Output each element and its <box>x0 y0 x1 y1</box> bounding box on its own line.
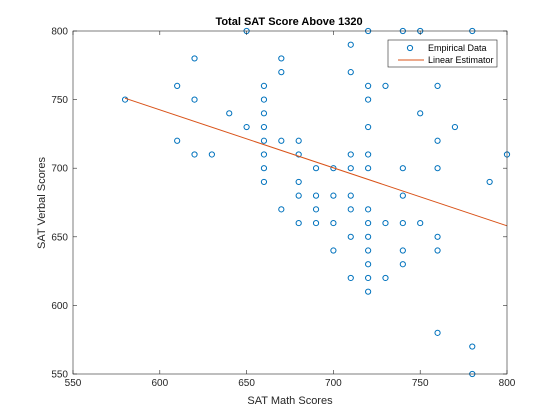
scatter-point-49 <box>365 206 372 213</box>
scatter-point-45 <box>365 96 372 103</box>
scatter-point-64 <box>399 261 406 268</box>
scatter-point-28 <box>312 192 320 199</box>
y-tick-label-700: 700 <box>51 164 68 175</box>
x-axis-label: SAT Math Scores <box>247 395 333 407</box>
scatter-point-69 <box>434 137 441 144</box>
scatter-point-16 <box>260 165 268 172</box>
scatter-point-47 <box>365 151 372 158</box>
x-tick-label-800: 800 <box>499 378 516 389</box>
chart-title: Total SAT Score Above 1320 <box>215 16 362 28</box>
scatter-point-50 <box>365 219 372 227</box>
legend-marker-empirical <box>406 44 414 52</box>
scatter-point-15 <box>260 151 268 158</box>
scatter-point-52 <box>365 247 372 254</box>
linear-estimator-line <box>124 97 508 227</box>
scatter-point-41 <box>347 233 354 240</box>
scatter-point-1 <box>174 82 181 89</box>
y-tick-label-600: 600 <box>51 301 68 312</box>
scatter-point-23 <box>295 151 302 158</box>
x-tick-label-750: 750 <box>412 378 429 389</box>
scatter-point-13 <box>260 123 268 131</box>
y-tick-label-550: 550 <box>51 370 68 381</box>
scatter-point-74 <box>451 123 459 131</box>
scatter-point-9 <box>243 123 250 131</box>
scatter-point-36 <box>347 69 354 76</box>
scatter-point-17 <box>260 178 268 186</box>
scatter-point-42 <box>347 274 354 282</box>
scatter-point-32 <box>330 192 337 199</box>
scatter-point-25 <box>295 192 302 199</box>
scatter-point-30 <box>312 219 320 227</box>
scatter-point-76 <box>469 343 476 350</box>
scatter-point-20 <box>278 137 285 144</box>
scatter-point-38 <box>347 165 354 172</box>
scatter-point-14 <box>260 137 268 144</box>
scatter-point-78 <box>486 178 493 186</box>
axes-layer: 550 600 650 700 750 800 550 600 650 700 750 800 <box>51 27 515 390</box>
scatter-point-29 <box>312 206 320 213</box>
scatter-point-37 <box>347 151 354 158</box>
scatter-point-18 <box>278 55 285 62</box>
scatter-point-3 <box>191 55 198 62</box>
scatter-point-58 <box>382 274 389 282</box>
scatter-point-10 <box>260 82 268 89</box>
scatter-point-51 <box>365 233 372 240</box>
y-tick-label-650: 650 <box>51 232 68 243</box>
plot-area <box>73 31 507 374</box>
scatter-point-22 <box>295 137 302 144</box>
scatter-point-26 <box>295 219 302 227</box>
y-tick-label-750: 750 <box>51 95 68 106</box>
scatter-point-33 <box>330 219 337 227</box>
scatter-point-66 <box>417 110 424 117</box>
y-axis-label: SAT Verbal Scores <box>36 157 48 249</box>
scatter-point-63 <box>399 247 406 254</box>
scatter-point-40 <box>347 206 354 213</box>
scatter-point-6 <box>208 151 215 158</box>
x-tick-label-650: 650 <box>238 378 255 389</box>
legend: Empirical Data Linear Estimator <box>387 39 498 68</box>
scatter-point-62 <box>399 219 406 227</box>
scatter-point-7 <box>226 110 233 117</box>
scatter-point-56 <box>382 82 389 89</box>
scatter-point-34 <box>330 247 337 254</box>
scatter-point-67 <box>417 219 424 227</box>
scatter-point-48 <box>365 165 372 172</box>
scatter-point-39 <box>347 192 354 199</box>
scatter-point-61 <box>399 192 406 199</box>
scatter-point-53 <box>365 261 372 268</box>
scatter-point-5 <box>191 151 198 158</box>
x-tick-label-700: 700 <box>325 378 342 389</box>
scatter-point-24 <box>295 178 302 186</box>
scatter-point-44 <box>365 82 372 89</box>
legend-label-empirical: Empirical Data <box>428 43 487 53</box>
scatter-point-72 <box>434 247 441 254</box>
scatter-point-46 <box>365 123 372 131</box>
x-tick-label-550: 550 <box>65 378 82 389</box>
scatter-point-71 <box>434 233 441 240</box>
x-tick-label-600: 600 <box>151 378 168 389</box>
scatter-point-73 <box>434 329 441 336</box>
legend-box <box>387 39 498 68</box>
scatter-point-54 <box>365 274 372 282</box>
scatter-point-35 <box>347 41 354 48</box>
scatter-point-60 <box>399 165 406 172</box>
y-tick-label-800: 800 <box>51 27 68 38</box>
scatter-point-2 <box>174 137 181 144</box>
scatter-point-57 <box>382 219 389 227</box>
scatter-point-19 <box>278 69 285 76</box>
scatter-point-11 <box>260 96 268 103</box>
scatter-point-68 <box>434 82 441 89</box>
axes-box <box>72 30 508 375</box>
scatter-point-12 <box>260 110 268 117</box>
scatter-point-55 <box>365 288 372 295</box>
scatter-point-70 <box>434 165 441 172</box>
scatter-point-27 <box>312 165 320 172</box>
scatter-point-21 <box>278 206 285 213</box>
scatter-point-4 <box>191 96 198 103</box>
legend-label-estimator: Linear Estimator <box>428 55 494 65</box>
